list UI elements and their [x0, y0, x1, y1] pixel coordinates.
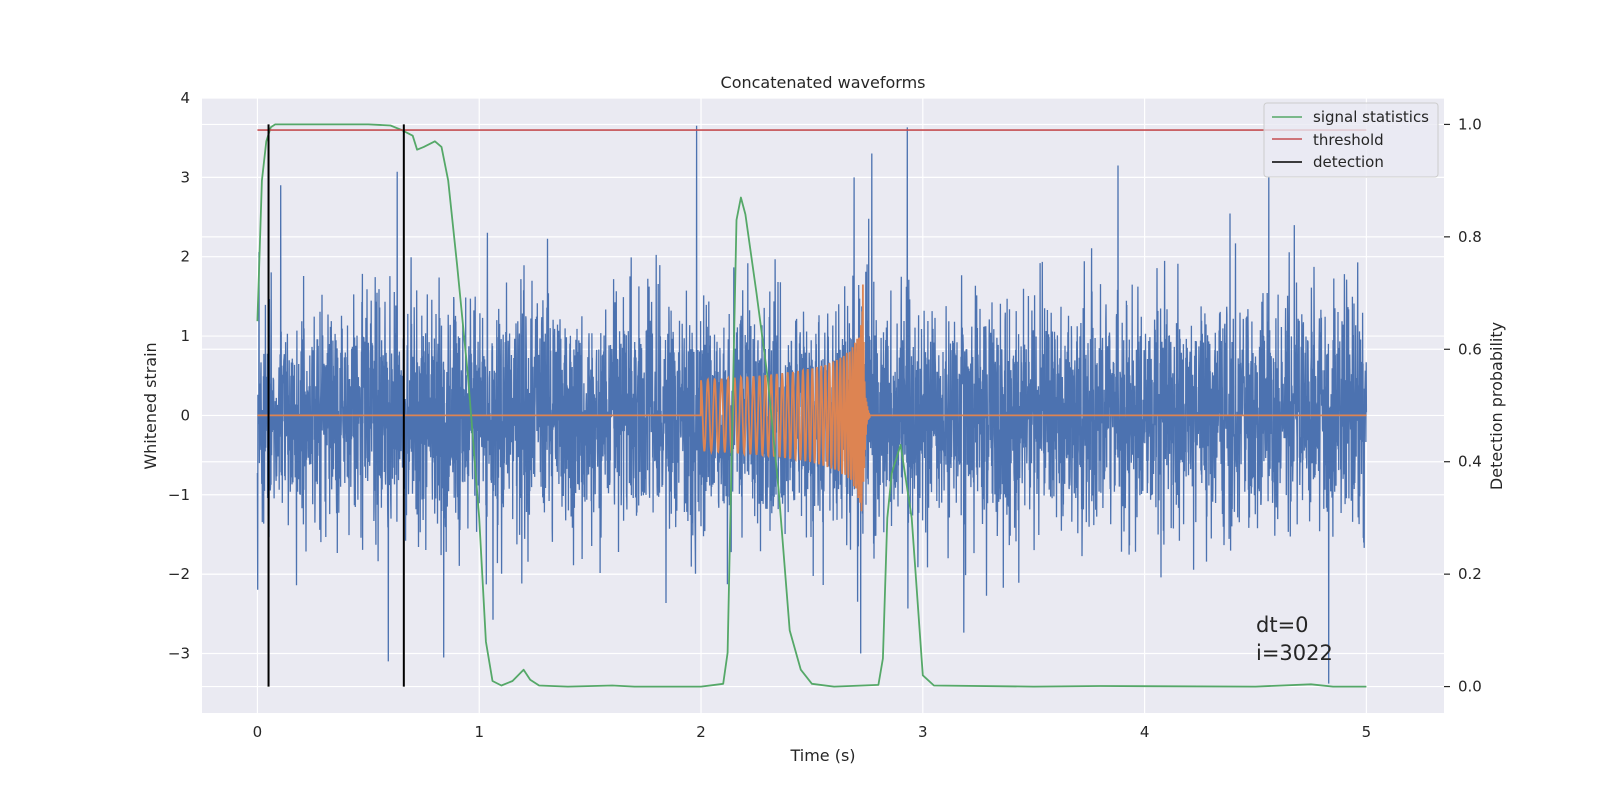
- legend-signal-label: signal statistics: [1313, 108, 1429, 126]
- y-tick-label: −2: [168, 565, 190, 583]
- y2-tick-label: 0.6: [1458, 340, 1482, 358]
- waveform-series-line: [257, 284, 1367, 512]
- y-tick-label: 1: [180, 327, 190, 345]
- legend-detection-label: detection: [1313, 153, 1384, 171]
- chart-title: Concatenated waveforms: [721, 73, 926, 92]
- annotation-index: i=3022: [1256, 641, 1333, 665]
- strain-series-line: [256, 125, 1368, 684]
- x-tick-label: 3: [918, 723, 928, 741]
- x-tick-label: 2: [696, 723, 706, 741]
- y2-tick-label: 1.0: [1458, 115, 1482, 133]
- plot-area: [256, 123, 1368, 688]
- annotation-dt: dt=0: [1256, 613, 1309, 637]
- x-axis-label: Time (s): [789, 746, 855, 765]
- y-tick-label: −1: [168, 486, 190, 504]
- signal-statistics-line: [256, 123, 1367, 688]
- y2-tick-label: 0.0: [1458, 678, 1482, 696]
- y-axis-ticks: −3 −2 −1 0 1 2 3 4: [168, 89, 190, 662]
- x-tick-label: 0: [253, 723, 263, 741]
- y-tick-label: 2: [180, 248, 190, 266]
- legend: signal statistics threshold detection: [1263, 102, 1439, 178]
- y2-axis-ticks: 0.0 0.2 0.4 0.6 0.8 1.0: [1444, 115, 1482, 696]
- legend-threshold-label: threshold: [1313, 131, 1384, 149]
- y-tick-label: −3: [168, 644, 190, 662]
- y2-tick-label: 0.2: [1458, 565, 1482, 583]
- legend-box: [1263, 102, 1439, 178]
- y2-axis-label: Detection probability: [1487, 322, 1506, 490]
- y-tick-label: 4: [180, 89, 190, 107]
- x-tick-label: 5: [1362, 723, 1372, 741]
- y-axis-label: Whitened strain: [141, 342, 160, 469]
- x-tick-label: 4: [1140, 723, 1150, 741]
- x-axis-ticks: 0 1 2 3 4 5: [253, 723, 1371, 741]
- x-tick-label: 1: [474, 723, 484, 741]
- y2-tick-label: 0.8: [1458, 228, 1482, 246]
- y-tick-label: 3: [180, 168, 190, 186]
- y-tick-label: 0: [180, 406, 190, 424]
- y2-tick-label: 0.4: [1458, 453, 1482, 471]
